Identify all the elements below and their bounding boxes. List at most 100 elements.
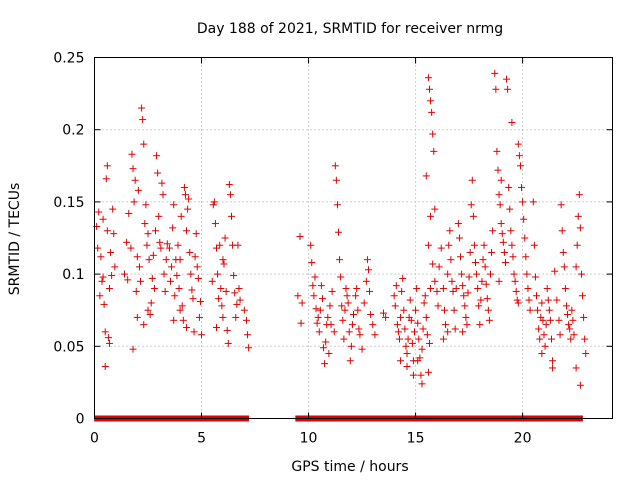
data-point: [536, 335, 544, 343]
data-point: [430, 147, 438, 155]
data-point: [307, 241, 315, 249]
data-point: [382, 313, 390, 321]
data-point: [173, 272, 181, 280]
data-point: [143, 241, 151, 249]
data-point: [325, 350, 333, 358]
data-point: [516, 162, 524, 170]
data-point: [96, 292, 104, 300]
data-point: [133, 313, 141, 321]
data-point: [411, 328, 419, 336]
data-point: [97, 253, 105, 261]
data-point: [470, 241, 478, 249]
data-point: [425, 339, 433, 347]
data-point: [148, 274, 156, 282]
chart-title: Day 188 of 2021, SRMTID for receiver nrm…: [197, 21, 503, 37]
data-point: [353, 285, 361, 293]
data-point: [459, 282, 467, 290]
data-point: [104, 334, 112, 342]
data-point: [311, 273, 319, 281]
data-point: [500, 248, 508, 256]
data-point: [308, 259, 316, 267]
data-point: [467, 201, 475, 209]
data-point: [481, 263, 489, 271]
x-tick-label: 15: [407, 431, 425, 447]
data-point: [483, 295, 491, 303]
data-point: [569, 316, 577, 324]
data-point: [478, 277, 486, 285]
data-point: [170, 201, 178, 209]
data-point: [142, 201, 150, 209]
data-point: [154, 169, 162, 177]
data-point: [484, 306, 492, 314]
data-point: [582, 350, 590, 358]
data-point: [497, 220, 505, 228]
data-point: [452, 285, 460, 293]
data-point: [561, 285, 569, 293]
data-point: [294, 292, 302, 300]
data-point: [562, 302, 570, 310]
x-tick-label: 10: [300, 431, 318, 447]
data-point: [160, 270, 168, 278]
data-point: [214, 270, 222, 278]
data-point: [486, 270, 494, 278]
data-point: [421, 292, 429, 300]
data-point: [549, 364, 557, 372]
data-point: [508, 118, 516, 126]
data-point: [414, 319, 422, 327]
data-point: [322, 338, 330, 346]
data-point: [124, 276, 132, 284]
data-point: [519, 198, 527, 206]
data-point: [418, 345, 426, 353]
data-point: [350, 311, 357, 319]
data-point: [399, 274, 407, 282]
data-point: [219, 256, 227, 264]
data-point: [330, 328, 338, 336]
data-point: [574, 212, 582, 220]
data-point: [133, 253, 141, 261]
data-point: [559, 248, 567, 256]
data-point: [166, 277, 174, 285]
data-point: [189, 295, 197, 303]
data-point: [542, 321, 550, 329]
data-point: [417, 371, 425, 379]
data-point: [333, 201, 341, 209]
data-point: [190, 328, 198, 336]
data-point: [485, 316, 493, 324]
data-point: [159, 191, 167, 199]
data-point: [518, 183, 526, 191]
data-point: [222, 287, 230, 295]
data-point: [446, 227, 454, 235]
data-point: [429, 260, 437, 268]
y-tick-label: 0.2: [62, 123, 84, 139]
data-point: [217, 285, 225, 293]
data-point: [435, 263, 443, 271]
data-point: [352, 292, 360, 300]
data-point: [423, 331, 431, 339]
data-point: [474, 285, 482, 293]
data-point: [560, 263, 568, 271]
data-point: [558, 227, 566, 235]
data-point: [183, 227, 191, 235]
data-point: [128, 150, 136, 158]
data-point: [313, 319, 321, 327]
data-point: [101, 363, 109, 371]
data-point: [523, 270, 531, 278]
data-point: [336, 256, 344, 264]
data-point: [195, 313, 203, 321]
data-point: [394, 328, 402, 336]
data-point: [327, 321, 335, 329]
data-point: [579, 292, 587, 300]
data-point: [135, 263, 143, 271]
data-point: [234, 241, 242, 249]
data-point: [473, 270, 481, 278]
data-point: [244, 331, 252, 339]
data-point: [187, 270, 195, 278]
data-point: [409, 371, 417, 379]
data-point: [551, 267, 559, 275]
data-point: [479, 256, 487, 264]
data-point: [358, 345, 366, 353]
data-point: [439, 285, 447, 293]
y-tick-label: 0.25: [53, 51, 84, 67]
data-point: [415, 335, 423, 343]
data-point: [412, 306, 420, 314]
